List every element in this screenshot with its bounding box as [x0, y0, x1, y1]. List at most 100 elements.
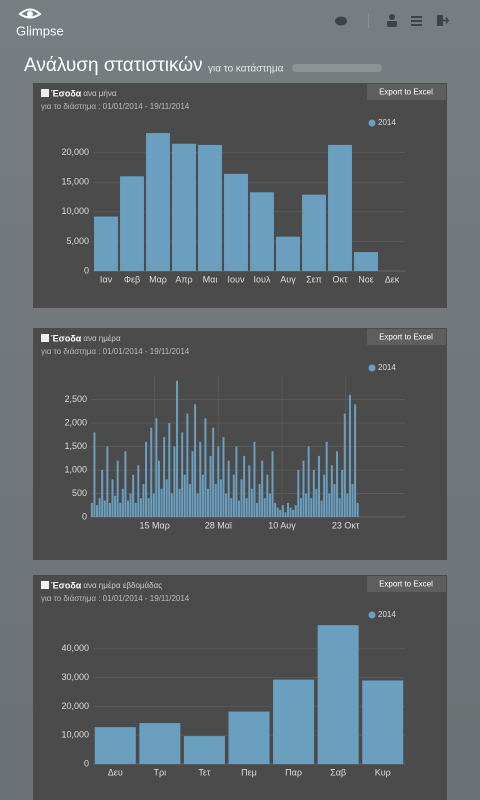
x-tick-label: Οκτ [332, 274, 348, 284]
bar [273, 679, 315, 764]
y-tick-label: 2,000 [64, 417, 87, 427]
chart-panel: Έσοδα ανα μήνα για το διάστημα : 01/01/201… [33, 83, 447, 308]
chat-icon[interactable] [335, 16, 347, 26]
bar [173, 446, 176, 517]
bar [137, 465, 140, 517]
y-tick-label: 2,500 [64, 394, 87, 404]
page-subtitle: για το κατάστημα [208, 63, 284, 75]
export-button[interactable]: Export to Excel [367, 576, 446, 592]
app-name: Glimpse [16, 23, 64, 38]
bar [212, 427, 215, 517]
bar [351, 484, 354, 517]
bar [276, 236, 300, 271]
bar [94, 216, 118, 271]
x-tick-label: Ιαν [100, 274, 113, 284]
export-button-bg [367, 84, 446, 100]
x-tick-label: Τρι [154, 767, 167, 777]
bar [186, 413, 189, 517]
bar [147, 498, 150, 517]
bar [240, 479, 243, 517]
x-tick-label: Δεκ [385, 274, 400, 284]
chart-panel: Έσοδα ανα ημέρα εβδομάδας για το διάστημα … [33, 575, 447, 800]
bar [248, 465, 251, 517]
x-tick-label: Δευ [108, 767, 123, 777]
bar [328, 144, 352, 271]
panel-background [33, 328, 447, 560]
bar [209, 455, 212, 517]
bar [93, 432, 96, 517]
x-tick-label: Τετ [198, 767, 211, 777]
bar [253, 441, 256, 517]
bar [204, 418, 207, 517]
bar [354, 252, 378, 271]
bar [199, 441, 202, 517]
toolbar-icons [335, 14, 450, 28]
user-icon[interactable] [389, 14, 395, 20]
y-tick-label: 0 [82, 511, 87, 521]
x-tick-label: Κυρ [375, 767, 391, 777]
y-tick-label: 20,000 [61, 147, 89, 157]
export-button-bg [367, 329, 446, 345]
bar [188, 484, 191, 517]
legend-label: 2014 [378, 363, 396, 372]
bar [317, 455, 320, 517]
app-logo [18, 8, 42, 19]
bar [224, 173, 248, 271]
bar [178, 488, 181, 517]
bar [346, 493, 349, 517]
bar [317, 625, 359, 764]
bar [139, 498, 142, 517]
bar [111, 479, 114, 517]
legend-label: 2014 [378, 118, 396, 127]
x-tick-label: Παρ [285, 767, 302, 777]
bar [103, 500, 106, 517]
bar [172, 143, 196, 271]
bar [299, 498, 302, 517]
bar [165, 479, 168, 517]
y-tick-label: 0 [84, 758, 89, 768]
bar [312, 470, 315, 517]
bar [227, 460, 230, 517]
bar [142, 484, 145, 517]
y-tick-label: 10,000 [61, 730, 89, 740]
x-tick-label: Ιουλ [254, 274, 271, 284]
bar [328, 493, 331, 517]
panel-title: Έσοδα [51, 333, 82, 343]
export-button[interactable]: Export to Excel [367, 84, 446, 100]
bar [145, 441, 148, 517]
bar [120, 176, 144, 271]
bar [315, 488, 318, 517]
y-tick-label: 5,000 [66, 236, 89, 246]
bar [287, 502, 290, 517]
bar [196, 493, 199, 517]
bar [132, 474, 135, 517]
bar [338, 498, 341, 517]
bar [279, 509, 282, 517]
bar [258, 484, 261, 517]
bar [222, 437, 225, 517]
bar [341, 470, 344, 517]
y-tick-label: 1,500 [64, 441, 87, 451]
y-tick-label: 20,000 [61, 701, 89, 711]
bar [134, 502, 137, 517]
x-tick-label: Φεβ [124, 274, 140, 284]
export-button[interactable]: Export to Excel [367, 329, 446, 345]
bar [356, 502, 359, 517]
bar [228, 711, 270, 764]
bar [235, 446, 238, 517]
calendar-icon [41, 334, 49, 342]
bar [206, 488, 209, 517]
bar [325, 441, 328, 517]
y-tick-label: 40,000 [61, 643, 89, 653]
bar [294, 505, 297, 517]
panel-subtitle: ανα μήνα [83, 89, 117, 98]
bar [163, 437, 166, 517]
bar [348, 394, 351, 517]
bar [108, 502, 111, 517]
bar [157, 460, 160, 517]
bar [266, 474, 269, 517]
logout-icon[interactable] [437, 15, 443, 26]
bar [155, 418, 158, 517]
